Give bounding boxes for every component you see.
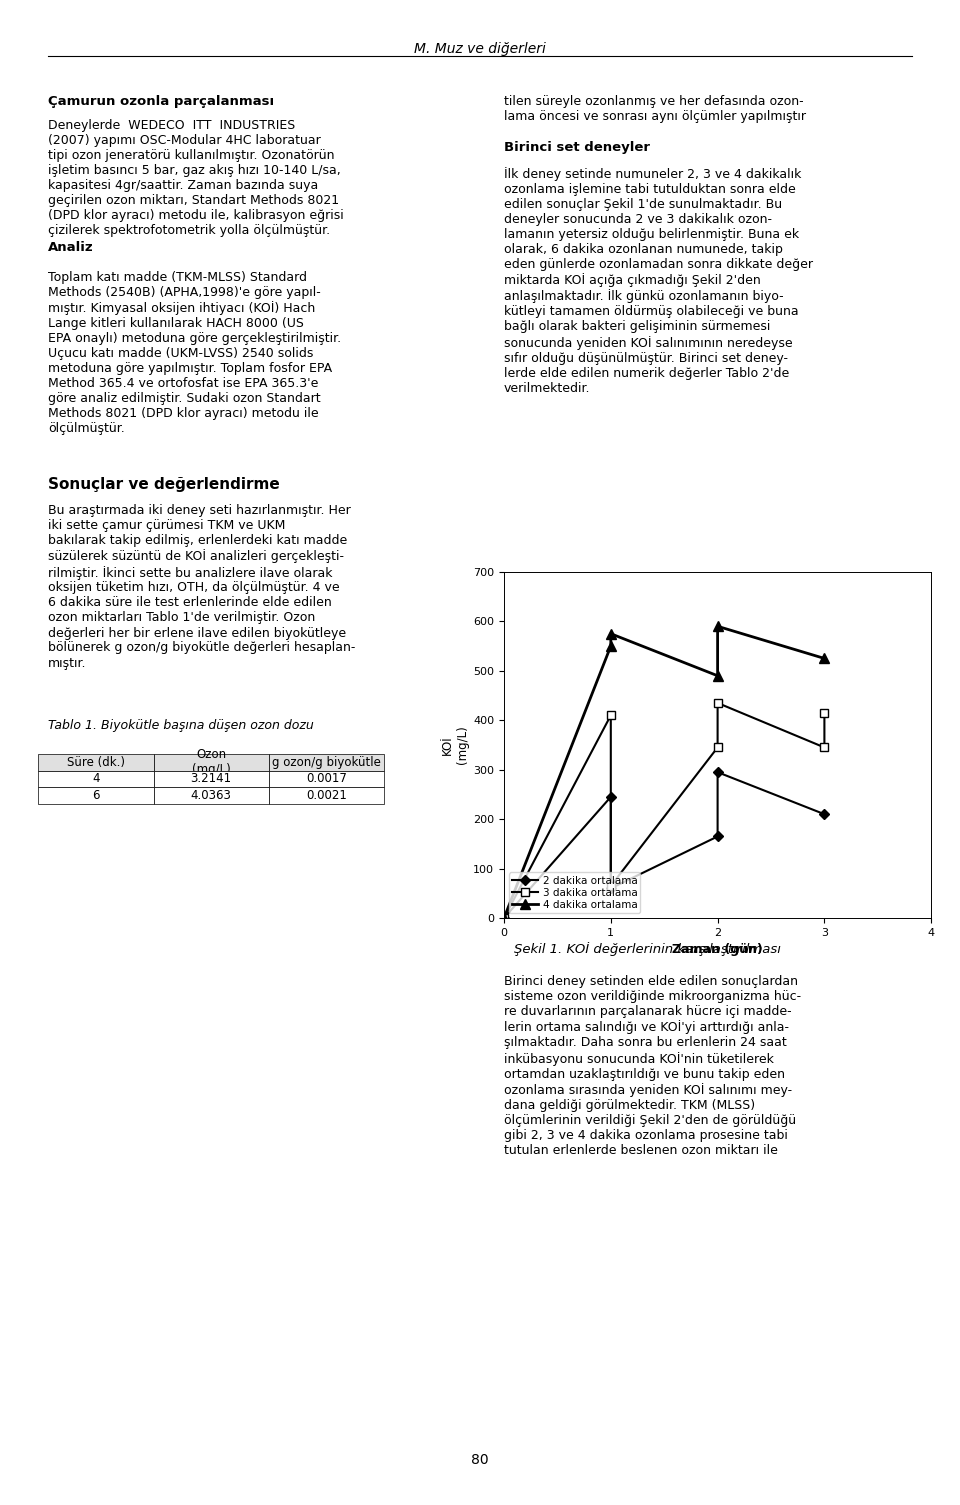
2 dakika ortalama <box>605 879 616 897</box>
2 dakika ortalama <box>498 909 510 927</box>
2 dakika ortalama <box>605 787 616 805</box>
Y-axis label: KOİ
(mg/L): KOİ (mg/L) <box>441 725 469 765</box>
Text: Deneylerde  WEDECO  ITT  INDUSTRIES
(2007) yapımı OSC-Modular 4HC laboratuar
tip: Deneylerde WEDECO ITT INDUSTRIES (2007) … <box>48 119 344 236</box>
3 dakika ortalama <box>605 877 616 895</box>
Legend: 2 dakika ortalama, 3 dakika ortalama, 4 dakika ortalama: 2 dakika ortalama, 3 dakika ortalama, 4 … <box>509 873 640 914</box>
4 dakika ortalama <box>498 909 510 927</box>
3 dakika ortalama <box>498 909 510 927</box>
3 dakika ortalama <box>819 739 830 757</box>
4 dakika ortalama <box>819 650 830 668</box>
4 dakika ortalama <box>711 667 724 685</box>
Text: Analiz: Analiz <box>48 241 94 254</box>
Text: Birinci deney setinden elde edilen sonuçlardan
sisteme ozon verildiğinde mikroor: Birinci deney setinden elde edilen sonuç… <box>504 975 802 1157</box>
2 dakika ortalama <box>819 805 830 823</box>
Text: Tablo 1. Biyokütle başına düşen ozon dozu: Tablo 1. Biyokütle başına düşen ozon doz… <box>48 719 314 733</box>
3 dakika ortalama <box>711 694 724 712</box>
Text: Bu araştırmada iki deney seti hazırlanmıştır. Her
iki sette çamur çürümesi TKM v: Bu araştırmada iki deney seti hazırlanmı… <box>48 504 355 670</box>
Text: Çamurun ozonla parçalanması: Çamurun ozonla parçalanması <box>48 95 275 108</box>
Text: Toplam katı madde (TKM-MLSS) Standard
Methods (2540B) (APHA,1998)'e göre yapıl-
: Toplam katı madde (TKM-MLSS) Standard Me… <box>48 271 341 435</box>
Text: İlk deney setinde numuneler 2, 3 ve 4 dakikalık
ozonlama işlemine tabi tutuldukt: İlk deney setinde numuneler 2, 3 ve 4 da… <box>504 167 813 394</box>
2 dakika ortalama <box>711 763 724 781</box>
3 dakika ortalama <box>605 706 616 724</box>
Text: M. Muz ve diğerleri: M. Muz ve diğerleri <box>414 42 546 56</box>
Text: Sonuçlar ve değerlendirme: Sonuçlar ve değerlendirme <box>48 477 279 492</box>
Line: 3 dakika ortalama: 3 dakika ortalama <box>500 698 828 923</box>
Text: 80: 80 <box>471 1454 489 1467</box>
Text: Birinci set deneyler: Birinci set deneyler <box>504 141 650 155</box>
4 dakika ortalama <box>711 617 724 635</box>
Text: tilen süreyle ozonlanmış ve her defasında ozon-
lama öncesi ve sonrası aynı ölçü: tilen süreyle ozonlanmış ve her defasınd… <box>504 95 806 123</box>
Line: 2 dakika ortalama: 2 dakika ortalama <box>500 769 828 921</box>
2 dakika ortalama <box>711 828 724 846</box>
3 dakika ortalama <box>819 704 830 722</box>
4 dakika ortalama <box>605 637 616 655</box>
3 dakika ortalama <box>711 739 724 757</box>
X-axis label: Zaman (gün): Zaman (gün) <box>672 944 763 956</box>
4 dakika ortalama <box>605 625 616 643</box>
Line: 4 dakika ortalama: 4 dakika ortalama <box>499 622 829 923</box>
Text: Şekil 1. KOİ değerlerinin karşılaştırılması: Şekil 1. KOİ değerlerinin karşılaştırılm… <box>514 942 780 956</box>
